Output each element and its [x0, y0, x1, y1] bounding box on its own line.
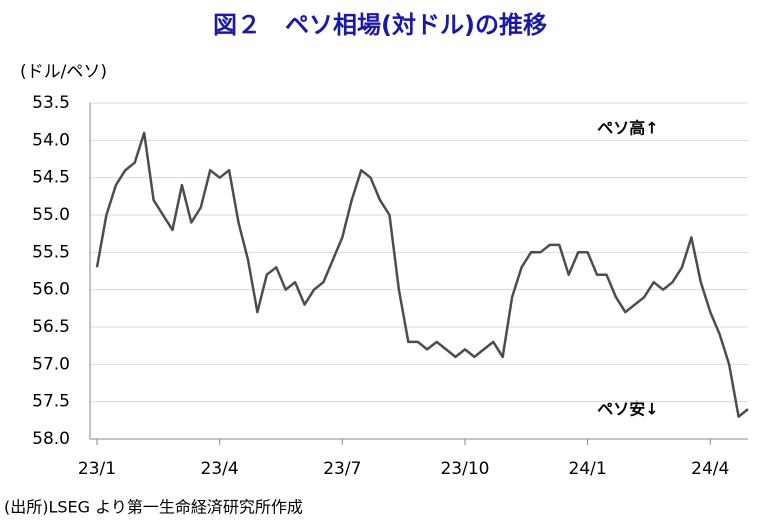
y-tick-label: 58.0	[32, 429, 70, 449]
y-tick-label: 57.0	[32, 354, 70, 374]
y-tick-label: 55.5	[32, 242, 70, 262]
y-tick-label: 54.0	[32, 130, 70, 150]
x-tick-label: 24/1	[569, 459, 607, 479]
x-tick-label: 23/4	[201, 459, 239, 479]
y-axis-label: (ドル/ペソ)	[20, 62, 107, 82]
x-tick-label: 23/1	[78, 459, 116, 479]
line-series	[95, 131, 749, 418]
y-tick-label: 56.0	[32, 280, 70, 300]
annotation: ペソ高↑	[597, 119, 658, 138]
annotation: ペソ安↓	[597, 400, 658, 419]
x-tick-label: 24/4	[691, 459, 729, 479]
source-note: (出所)LSEG より第一生命経済研究所作成	[4, 498, 303, 517]
x-tick-label: 23/10	[440, 459, 489, 479]
y-tick-label: 54.5	[32, 168, 70, 188]
x-tick-label: 23/7	[323, 459, 361, 479]
y-tick-label: 56.5	[32, 317, 70, 337]
y-tick-label: 53.5	[32, 93, 70, 113]
y-tick-label: 55.0	[32, 205, 70, 225]
y-tick-label: 57.5	[32, 392, 70, 412]
chart-title: 図２ ペソ相場(対ドル)の推移	[213, 11, 547, 39]
